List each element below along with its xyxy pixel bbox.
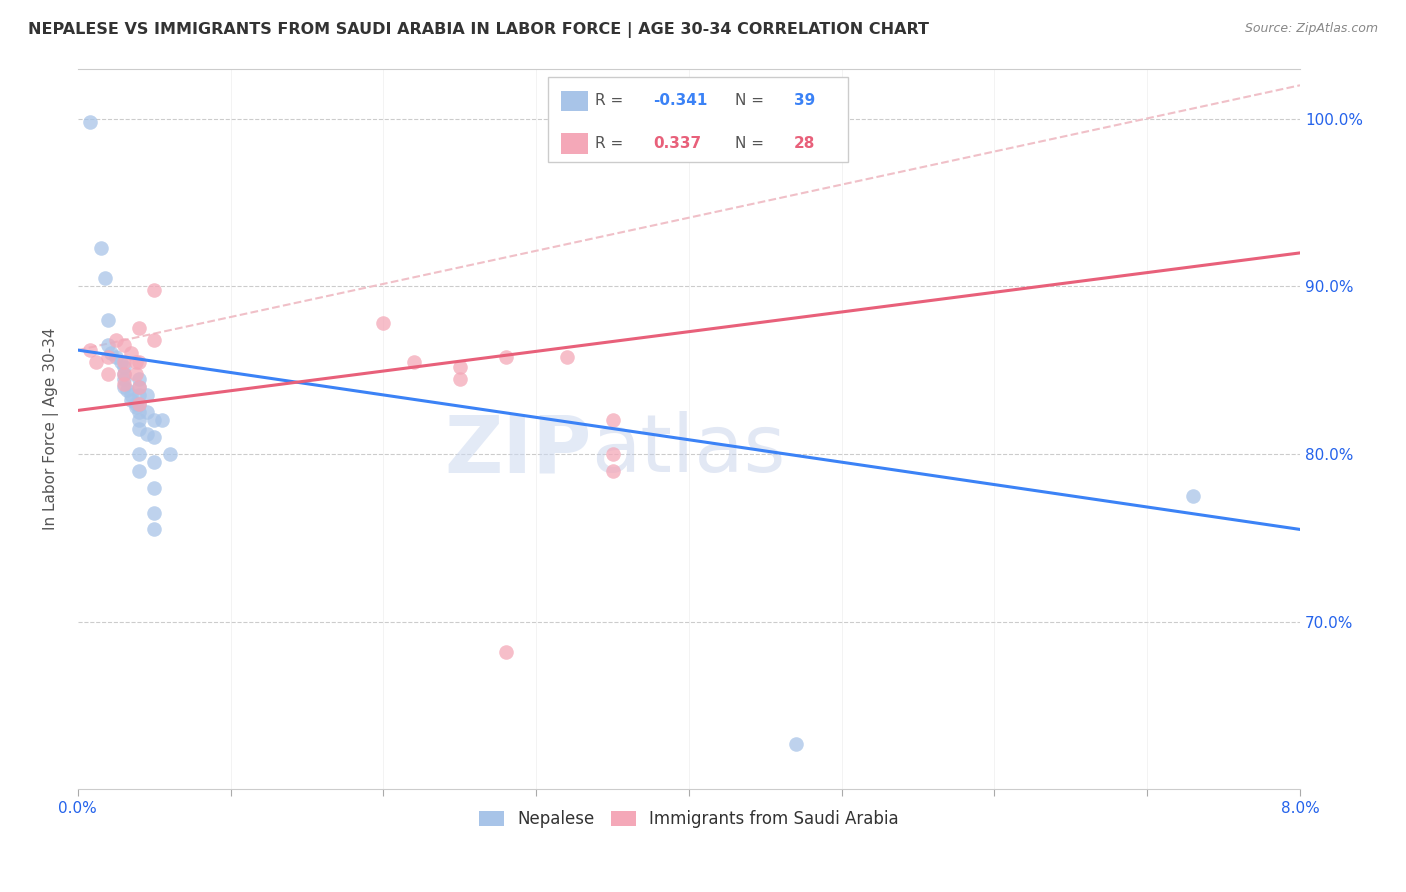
Point bbox=[128, 321, 150, 335]
Point bbox=[602, 447, 624, 461]
Point bbox=[402, 355, 425, 369]
Text: Source: ZipAtlas.com: Source: ZipAtlas.com bbox=[1244, 22, 1378, 36]
Point bbox=[143, 430, 166, 444]
Point bbox=[159, 447, 181, 461]
Text: 28: 28 bbox=[794, 136, 815, 151]
Text: R =: R = bbox=[595, 136, 628, 151]
Point bbox=[143, 413, 166, 427]
Point bbox=[143, 523, 166, 537]
Point bbox=[110, 355, 132, 369]
Point bbox=[135, 426, 157, 441]
Point bbox=[125, 367, 148, 381]
Point bbox=[128, 422, 150, 436]
Point bbox=[97, 313, 120, 327]
FancyBboxPatch shape bbox=[561, 134, 588, 153]
Point bbox=[84, 355, 107, 369]
Point bbox=[128, 397, 150, 411]
Point bbox=[112, 367, 135, 381]
Point bbox=[105, 350, 128, 364]
Y-axis label: In Labor Force | Age 30-34: In Labor Force | Age 30-34 bbox=[44, 327, 59, 530]
Point bbox=[135, 388, 157, 402]
Point bbox=[495, 350, 517, 364]
Point bbox=[150, 413, 173, 427]
FancyBboxPatch shape bbox=[548, 78, 848, 162]
Text: atlas: atlas bbox=[591, 411, 786, 490]
Point bbox=[97, 367, 120, 381]
Point bbox=[97, 338, 120, 352]
Point bbox=[128, 355, 150, 369]
Text: N =: N = bbox=[735, 136, 769, 151]
FancyBboxPatch shape bbox=[561, 91, 588, 112]
Point bbox=[125, 355, 148, 369]
Point bbox=[79, 343, 101, 357]
Point bbox=[112, 355, 135, 369]
Text: 39: 39 bbox=[794, 94, 815, 109]
Point bbox=[79, 115, 101, 129]
Point bbox=[143, 506, 166, 520]
Text: -0.341: -0.341 bbox=[654, 94, 707, 109]
Point bbox=[602, 413, 624, 427]
Point bbox=[112, 380, 135, 394]
Point bbox=[125, 397, 148, 411]
Point bbox=[105, 333, 128, 347]
Point bbox=[555, 350, 578, 364]
Legend: Nepalese, Immigrants from Saudi Arabia: Nepalese, Immigrants from Saudi Arabia bbox=[472, 804, 905, 835]
Point bbox=[128, 371, 150, 385]
Point bbox=[100, 346, 122, 360]
Point bbox=[449, 371, 471, 385]
Point bbox=[128, 397, 150, 411]
Point bbox=[495, 645, 517, 659]
Point bbox=[90, 241, 112, 255]
Point bbox=[112, 338, 135, 352]
Point bbox=[125, 400, 148, 414]
Point bbox=[128, 380, 150, 394]
Point bbox=[115, 384, 138, 398]
Point bbox=[112, 371, 135, 385]
Point bbox=[128, 405, 150, 419]
Point bbox=[94, 271, 117, 285]
Point bbox=[112, 367, 135, 381]
Point bbox=[135, 405, 157, 419]
Point bbox=[1182, 489, 1205, 503]
Point bbox=[602, 464, 624, 478]
Point bbox=[112, 359, 135, 374]
Point bbox=[128, 413, 150, 427]
Text: 0.337: 0.337 bbox=[654, 136, 702, 151]
Point bbox=[143, 333, 166, 347]
Point bbox=[120, 346, 142, 360]
Point bbox=[112, 376, 135, 391]
Text: N =: N = bbox=[735, 94, 769, 109]
Text: ZIP: ZIP bbox=[444, 411, 591, 490]
Point bbox=[128, 464, 150, 478]
Point bbox=[373, 316, 395, 330]
Point bbox=[449, 359, 471, 374]
Point bbox=[143, 283, 166, 297]
Point bbox=[128, 388, 150, 402]
Point bbox=[120, 393, 142, 408]
Point bbox=[97, 350, 120, 364]
Point bbox=[785, 737, 807, 751]
Text: NEPALESE VS IMMIGRANTS FROM SAUDI ARABIA IN LABOR FORCE | AGE 30-34 CORRELATION : NEPALESE VS IMMIGRANTS FROM SAUDI ARABIA… bbox=[28, 22, 929, 38]
Point bbox=[143, 455, 166, 469]
Point bbox=[143, 481, 166, 495]
Point bbox=[128, 380, 150, 394]
Text: R =: R = bbox=[595, 94, 628, 109]
Point bbox=[128, 447, 150, 461]
Point bbox=[120, 388, 142, 402]
